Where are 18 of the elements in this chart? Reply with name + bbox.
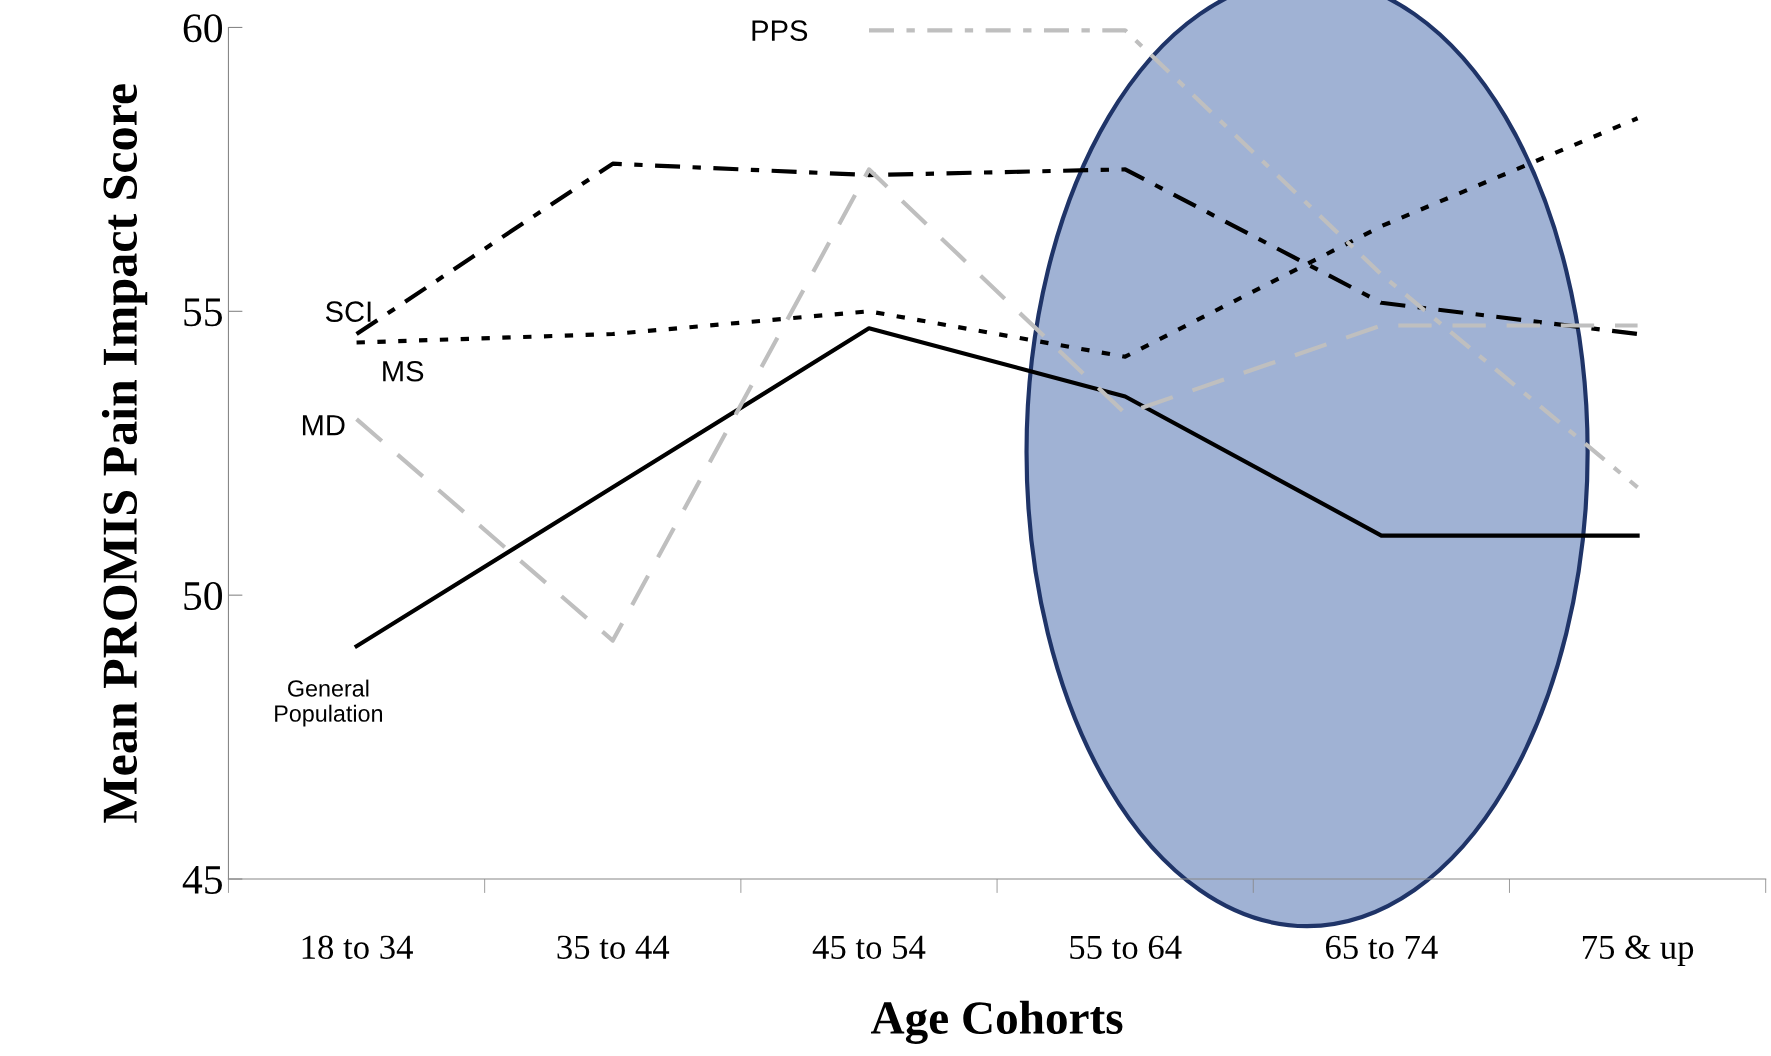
- x-tick-label: 65 to 74: [1325, 935, 1438, 960]
- x-axis-title: Age Cohorts: [870, 1000, 1123, 1044]
- y-tick-label: 60: [183, 14, 223, 43]
- line-series: [354, 326, 1640, 649]
- y-tick-label: 55: [184, 298, 222, 327]
- y-axis-title: Mean PROMIS Pain Impact Score: [101, 84, 148, 823]
- x-tick-label: 55 to 64: [1070, 935, 1182, 960]
- series-label: MS: [383, 360, 424, 382]
- x-tick-label: 35 to 44: [557, 935, 670, 960]
- series-label: General Population: [275, 679, 383, 727]
- x-tick-label: 75 & up: [1582, 935, 1694, 967]
- series-label: SCI: [325, 301, 371, 322]
- y-tick-label: 50: [184, 581, 223, 611]
- series-label: MD: [302, 415, 345, 436]
- text: PPS: [752, 20, 808, 41]
- y-tick-label: 45: [182, 866, 222, 894]
- x-tick-label: 45 to 54: [812, 935, 926, 960]
- x-tick-label: 18 to 34: [302, 935, 413, 960]
